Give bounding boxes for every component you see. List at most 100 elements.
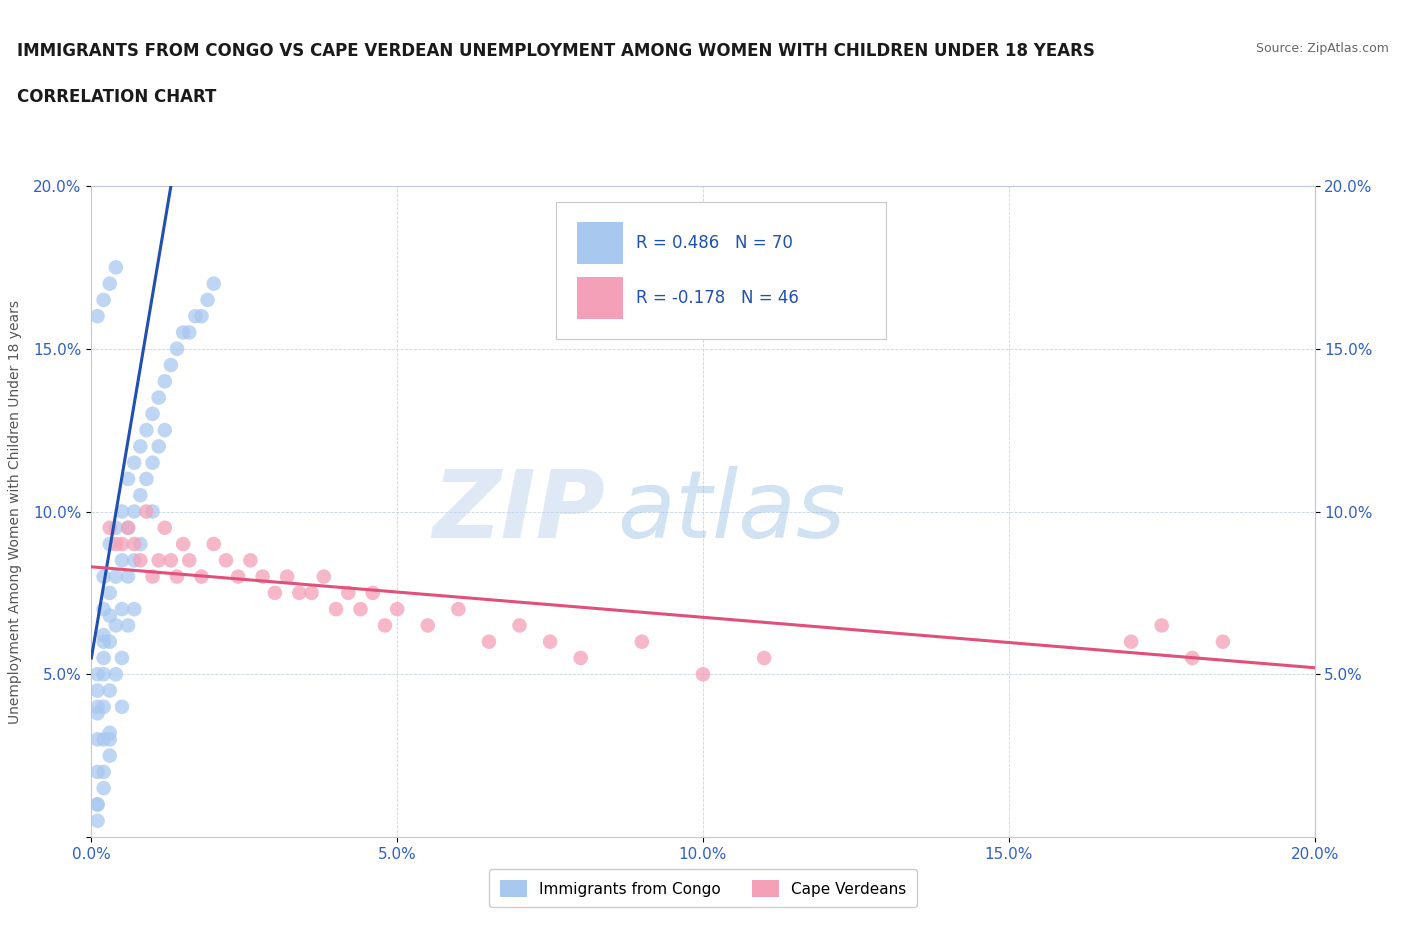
Point [117,521,139,536]
Point [98,684,121,698]
Point [86,764,108,779]
Point [631,634,654,649]
Point [117,569,139,584]
Point [349,602,371,617]
Point [141,504,163,519]
Point [117,618,139,633]
Point [148,553,170,568]
Bar [576,277,623,320]
Point [172,326,194,340]
Point [135,504,157,519]
Point [98,748,121,763]
Point [754,651,776,666]
Point [86,706,108,721]
Point [160,553,183,568]
Point [166,341,188,356]
Point [301,586,323,601]
Point [276,569,298,584]
Point [202,276,225,291]
Text: Source: ZipAtlas.com: Source: ZipAtlas.com [1256,42,1389,55]
Point [416,618,439,633]
Point [179,326,201,340]
Point [692,667,714,682]
Point [122,456,145,471]
Text: atlas: atlas [617,466,845,557]
Point [361,586,384,601]
Point [93,699,115,714]
Point [197,293,219,308]
Point [153,521,176,536]
Point [104,260,127,275]
Point [1181,651,1204,666]
Point [98,634,121,649]
Point [148,439,170,454]
Point [215,553,238,568]
Text: ZIP: ZIP [432,466,605,557]
Point [122,553,145,568]
Point [129,488,152,503]
Point [117,472,139,486]
Point [129,537,152,551]
Point [98,586,121,601]
Point [202,537,225,551]
Text: R = -0.178   N = 46: R = -0.178 N = 46 [636,289,799,307]
Point [325,602,347,617]
Point [239,553,262,568]
Point [111,699,134,714]
Text: CORRELATION CHART: CORRELATION CHART [17,88,217,106]
Point [264,586,287,601]
Point [337,586,360,601]
Point [93,293,115,308]
Point [312,569,335,584]
Point [160,358,183,373]
Point [141,406,163,421]
Point [122,602,145,617]
Point [117,521,139,536]
Text: IMMIGRANTS FROM CONGO VS CAPE VERDEAN UNEMPLOYMENT AMONG WOMEN WITH CHILDREN UND: IMMIGRANTS FROM CONGO VS CAPE VERDEAN UN… [17,42,1095,60]
Point [252,569,274,584]
Point [93,764,115,779]
Point [374,618,396,633]
Point [93,569,115,584]
Point [104,569,127,584]
Point [86,732,108,747]
Point [478,634,501,649]
Point [93,781,115,796]
Point [172,537,194,551]
Point [129,553,152,568]
Point [135,423,157,438]
Point [111,537,134,551]
Y-axis label: Unemployment Among Women with Children Under 18 years: Unemployment Among Women with Children U… [8,299,22,724]
Point [141,456,163,471]
Point [190,309,212,324]
Point [98,725,121,740]
Point [86,797,108,812]
Point [98,608,121,623]
Point [814,326,837,340]
Point [1150,618,1173,633]
Point [111,651,134,666]
Point [111,504,134,519]
Point [98,732,121,747]
Point [569,651,592,666]
Point [190,569,212,584]
Point [86,813,108,829]
Point [447,602,470,617]
Point [538,634,561,649]
Point [184,309,207,324]
Point [226,569,249,584]
Point [86,797,108,812]
Point [122,504,145,519]
Point [104,667,127,682]
Point [104,521,127,536]
Point [153,374,176,389]
Point [86,309,108,324]
Point [86,667,108,682]
Point [93,651,115,666]
Point [98,521,121,536]
Legend: Immigrants from Congo, Cape Verdeans: Immigrants from Congo, Cape Verdeans [489,870,917,908]
Point [98,537,121,551]
Point [153,423,176,438]
Point [86,699,108,714]
Point [1121,634,1143,649]
